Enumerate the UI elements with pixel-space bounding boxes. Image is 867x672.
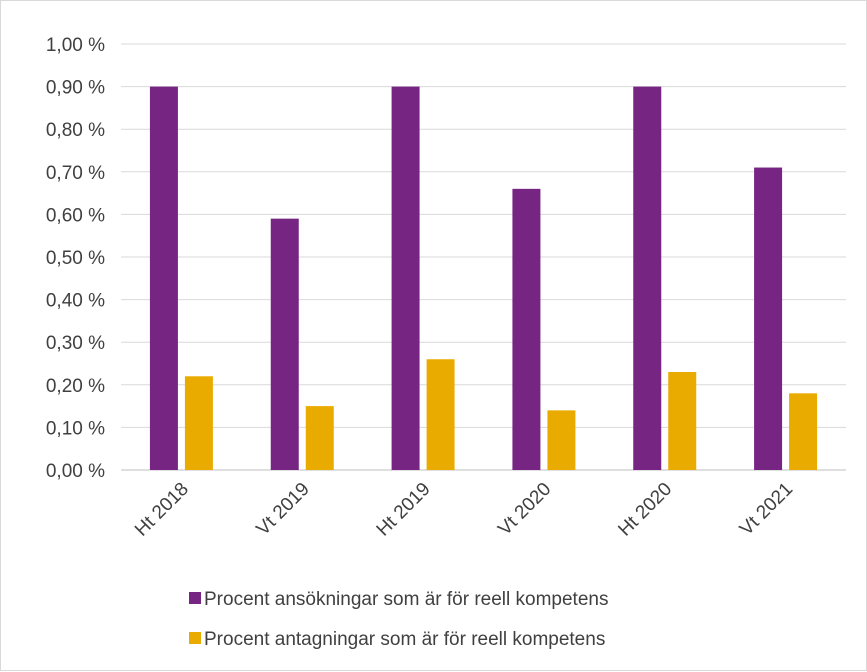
y-tick-label: 0,70 %	[46, 163, 105, 184]
x-tick-label: Ht 2019	[373, 479, 435, 541]
y-tick-label: 0,50 %	[46, 248, 105, 269]
bar-antagningar	[789, 393, 818, 470]
y-tick-label: 0,40 %	[46, 291, 105, 312]
bar-antagningar	[668, 372, 697, 470]
y-tick-label: 0,90 %	[46, 78, 105, 99]
legend: Procent ansökningar som är för reell kom…	[189, 589, 608, 650]
y-tick-label: 0,20 %	[46, 376, 105, 397]
bar-ansokningar	[754, 167, 783, 471]
bar-ansokningar	[149, 86, 178, 470]
y-tick-label: 0,80 %	[46, 120, 105, 141]
bar-antagningar	[305, 406, 334, 470]
y-axis: 0,00 % 0,10 % 0,20 % 0,30 % 0,40 % 0,50 % 0,60…	[46, 35, 105, 482]
y-tick-label: 0,60 %	[46, 205, 105, 226]
legend-label: Procent ansökningar som är för reell kom…	[204, 589, 608, 610]
legend-swatch	[189, 592, 201, 604]
bar-ansokningar	[391, 86, 420, 470]
y-tick-label: 0,10 %	[46, 418, 105, 439]
y-tick-label: 0,00 %	[46, 461, 105, 482]
bar-antagningar	[426, 359, 455, 470]
x-tick-label: Vt 2020	[494, 479, 555, 540]
y-tick-label: 0,30 %	[46, 333, 105, 354]
x-tick-label: Vt 2019	[253, 479, 314, 540]
bar-ansokningar	[270, 218, 299, 470]
legend-label: Procent antagningar som är för reell kom…	[204, 629, 605, 650]
x-tick-label: Ht 2020	[614, 479, 676, 541]
x-axis: Ht 2018 Vt 2019 Ht 2019 Vt 2020 Ht 2020 Vt 20…	[131, 479, 797, 541]
bar-antagningar	[184, 376, 213, 470]
y-tick-label: 1,00 %	[46, 35, 105, 56]
x-tick-label: Vt 2021	[736, 479, 797, 540]
bar-ansokningar	[633, 86, 662, 470]
bar-ansokningar	[512, 188, 541, 470]
bar-antagningar	[547, 410, 576, 470]
x-tick-label: Ht 2018	[131, 479, 193, 541]
grid-lines	[121, 43, 846, 471]
bars	[149, 86, 818, 471]
legend-swatch	[189, 632, 201, 644]
